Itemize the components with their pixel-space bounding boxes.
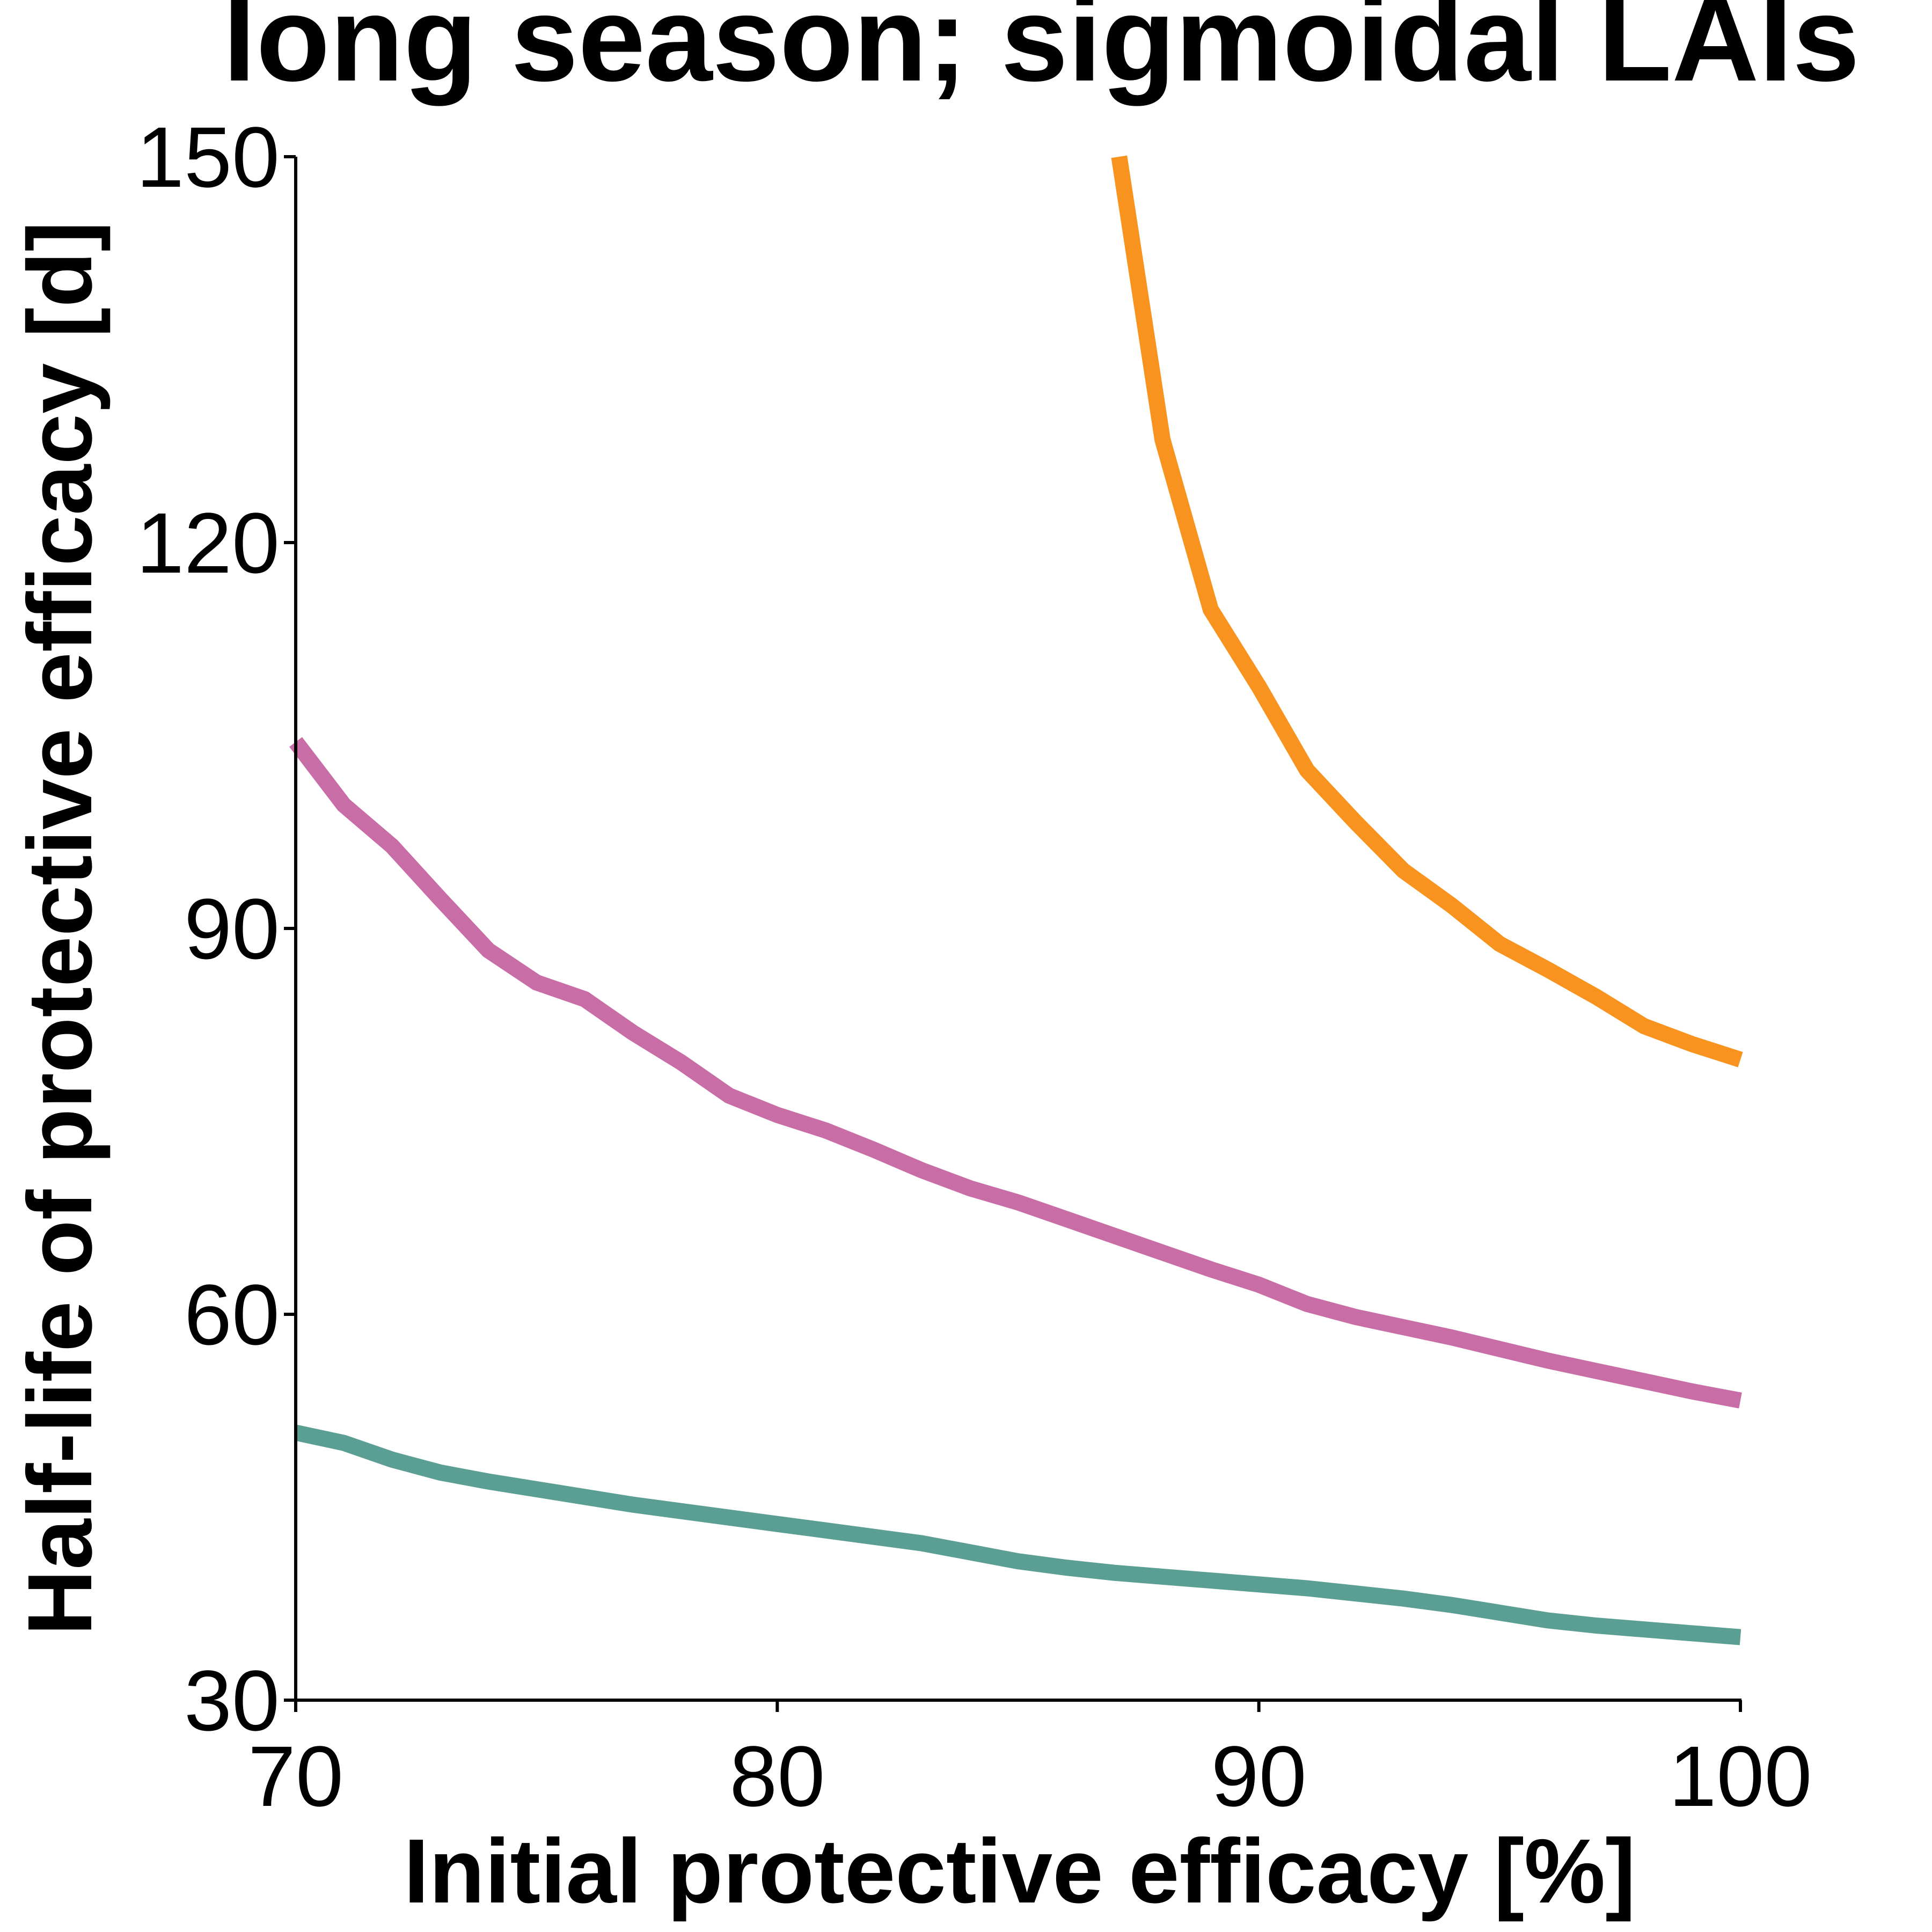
y-tick-label: 90 (184, 881, 280, 977)
x-axis-title: Initial protective efficacy [%] (404, 1820, 1636, 1922)
y-tick-label: 30 (184, 1652, 280, 1748)
y-axis-title: Half-life of protective efficacy [d] (9, 221, 111, 1636)
x-tick-label: 90 (1211, 1728, 1307, 1824)
y-tick-label: 120 (136, 495, 280, 591)
y-axis-ticks: 30 60 90 120 150 (136, 109, 296, 1748)
y-tick-label: 60 (184, 1267, 280, 1363)
y-tick-label: 150 (136, 109, 280, 205)
series-line-2 (289, 737, 1742, 1409)
series-layer (289, 155, 1743, 1645)
series-line-3 (294, 1424, 1741, 1645)
x-tick-label: 80 (729, 1728, 825, 1824)
x-tick-label: 70 (248, 1728, 343, 1824)
chart-title: long season; sigmoidal LAIs (223, 0, 1860, 106)
series-line-1 (1111, 155, 1743, 1067)
x-tick-label: 100 (1669, 1728, 1812, 1824)
x-axis-ticks: 70 80 90 100 (248, 1700, 1812, 1824)
